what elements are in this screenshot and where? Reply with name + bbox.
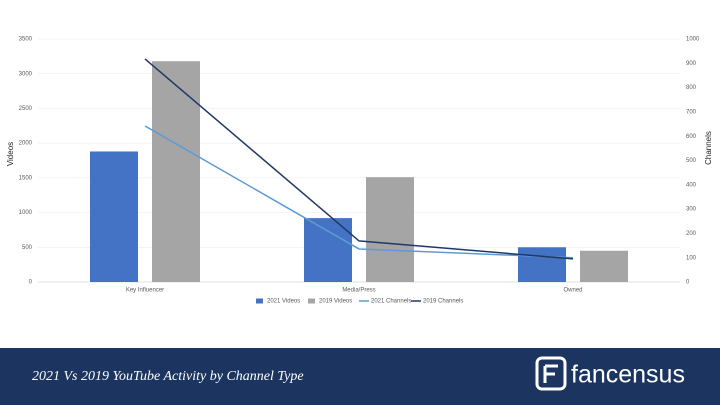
y-tick-label: 3500: [19, 37, 33, 43]
footer-band: [0, 348, 720, 405]
legend-swatch: [256, 298, 263, 304]
x-tick-label: Key Influencer: [126, 288, 164, 294]
y-tick-label: 2500: [19, 106, 33, 112]
y2-tick-label: 700: [686, 109, 697, 115]
y-tick-label: 2000: [19, 141, 33, 147]
bar: [152, 61, 200, 282]
y-tick-label: 1000: [19, 210, 33, 216]
bar: [304, 218, 352, 282]
y2-tick-label: 0: [686, 280, 690, 286]
chart-title: 2021 Vs 2019 YouTube Activity by Channel…: [32, 369, 304, 384]
bar: [366, 177, 414, 282]
y-tick-label: 0: [29, 280, 33, 286]
bar: [90, 151, 138, 282]
line: [144, 125, 574, 259]
y2-tick-label: 200: [686, 231, 697, 237]
y-tick-label: 1500: [19, 175, 33, 181]
bar: [518, 247, 566, 282]
y-tick-label: 500: [22, 245, 33, 251]
line: [144, 58, 574, 260]
y2-tick-label: 100: [686, 255, 697, 261]
logo-icon: [535, 356, 567, 391]
y2-axis-title: Channels: [704, 131, 713, 165]
legend-label: 2019 Channels: [423, 299, 463, 305]
x-tick-label: Owned: [563, 288, 582, 294]
brand-name: fancensus: [571, 361, 685, 389]
legend-swatch: [308, 298, 315, 304]
legend-label: 2021 Channels: [371, 299, 411, 305]
y2-tick-label: 500: [686, 158, 697, 164]
legend-label: 2021 Videos: [267, 299, 300, 305]
bar: [580, 250, 628, 282]
y2-tick-label: 800: [686, 85, 697, 91]
y2-tick-label: 300: [686, 207, 697, 213]
y2-tick-label: 900: [686, 61, 697, 67]
x-tick-label: Media/Press: [342, 288, 375, 294]
legend-label: 2019 Videos: [319, 299, 352, 305]
y-axis-title: Videos: [6, 142, 15, 166]
y2-tick-label: 600: [686, 134, 697, 140]
y2-tick-label: 1000: [686, 37, 700, 43]
y-tick-label: 3000: [19, 71, 33, 77]
y2-tick-label: 400: [686, 182, 697, 188]
